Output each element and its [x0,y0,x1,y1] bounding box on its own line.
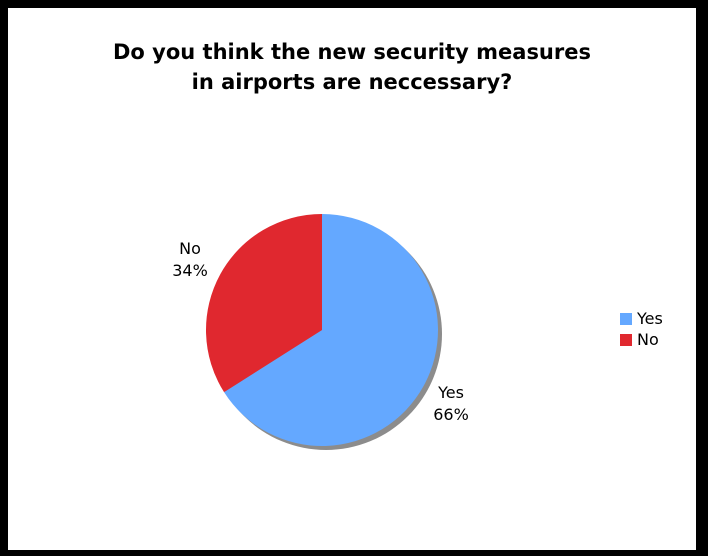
legend: Yes No [620,308,663,350]
legend-item-yes: Yes [620,308,663,329]
chart-title-line-2: in airports are neccessary? [191,70,513,94]
slice-label-no-category: No [179,239,201,258]
pie-chart [206,214,442,450]
legend-swatch-yes [620,312,632,325]
legend-label-yes: Yes [637,309,663,328]
slice-label-yes: Yes 66% [416,382,486,426]
pie-slice-no [206,214,322,393]
chart-title: Do you think the new security measures i… [8,37,696,97]
legend-swatch-no [620,333,632,346]
legend-label-no: No [637,330,659,349]
pie-slice-yes [224,214,439,447]
slice-label-no: No 34% [155,238,225,282]
chart-frame: Do you think the new security measures i… [8,8,696,550]
slice-label-no-value: 34% [172,261,208,280]
slice-label-yes-category: Yes [438,383,464,402]
chart-title-line-1: Do you think the new security measures [113,40,591,64]
legend-item-no: No [620,329,663,350]
slice-label-yes-value: 66% [433,405,469,424]
